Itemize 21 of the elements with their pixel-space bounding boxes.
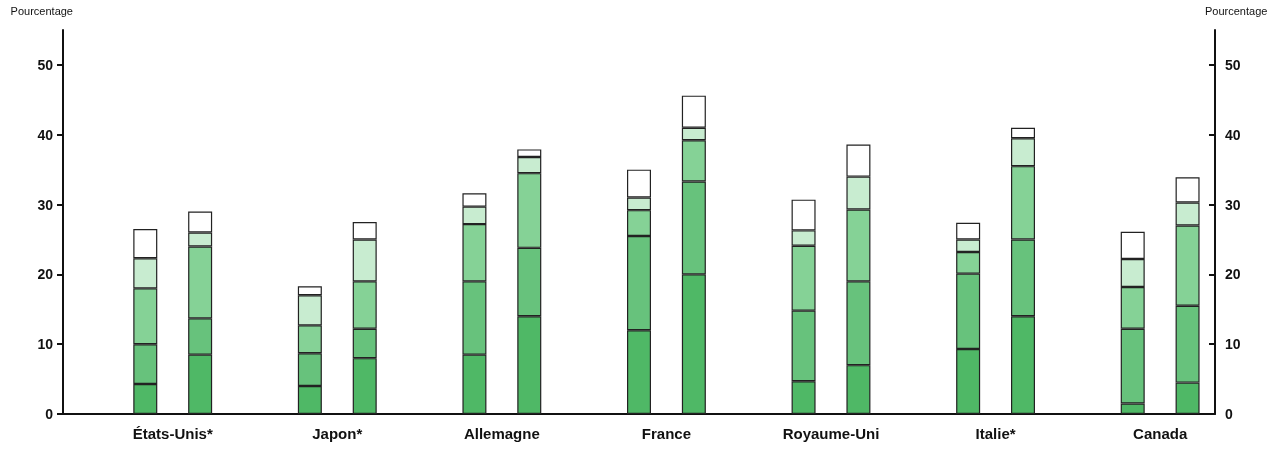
y2-tick-label: 10	[1225, 336, 1241, 353]
x-tick-label: Italie*	[975, 425, 1016, 442]
y-tick-label: 50	[37, 56, 54, 73]
y2-tick-label: 20	[1225, 266, 1241, 283]
y-axis-title: Pourcentage	[10, 4, 73, 17]
y2-axis-title: Pourcentage	[1205, 4, 1268, 17]
y-tick-label: 0	[45, 406, 54, 422]
x-tick-label: Royaume-Uni	[782, 425, 880, 442]
y-tick-label: 30	[37, 196, 54, 213]
y-tick-label: 10	[37, 336, 54, 353]
x-tick-label: États-Unis*	[132, 425, 213, 442]
x-tick-label: Japon*	[312, 425, 363, 442]
y2-tick-label: 30	[1225, 196, 1241, 213]
y2-tick-label: 0	[1225, 406, 1233, 422]
x-tick-label: France	[641, 425, 692, 442]
y2-tick-label: 40	[1225, 126, 1241, 143]
y-tick-label: 20	[37, 266, 54, 283]
x-tick-label: Allemagne	[463, 425, 540, 442]
y-tick-label: 40	[37, 126, 54, 143]
x-tick-label: Canada	[1133, 425, 1188, 442]
y2-tick-label: 50	[1225, 56, 1241, 73]
